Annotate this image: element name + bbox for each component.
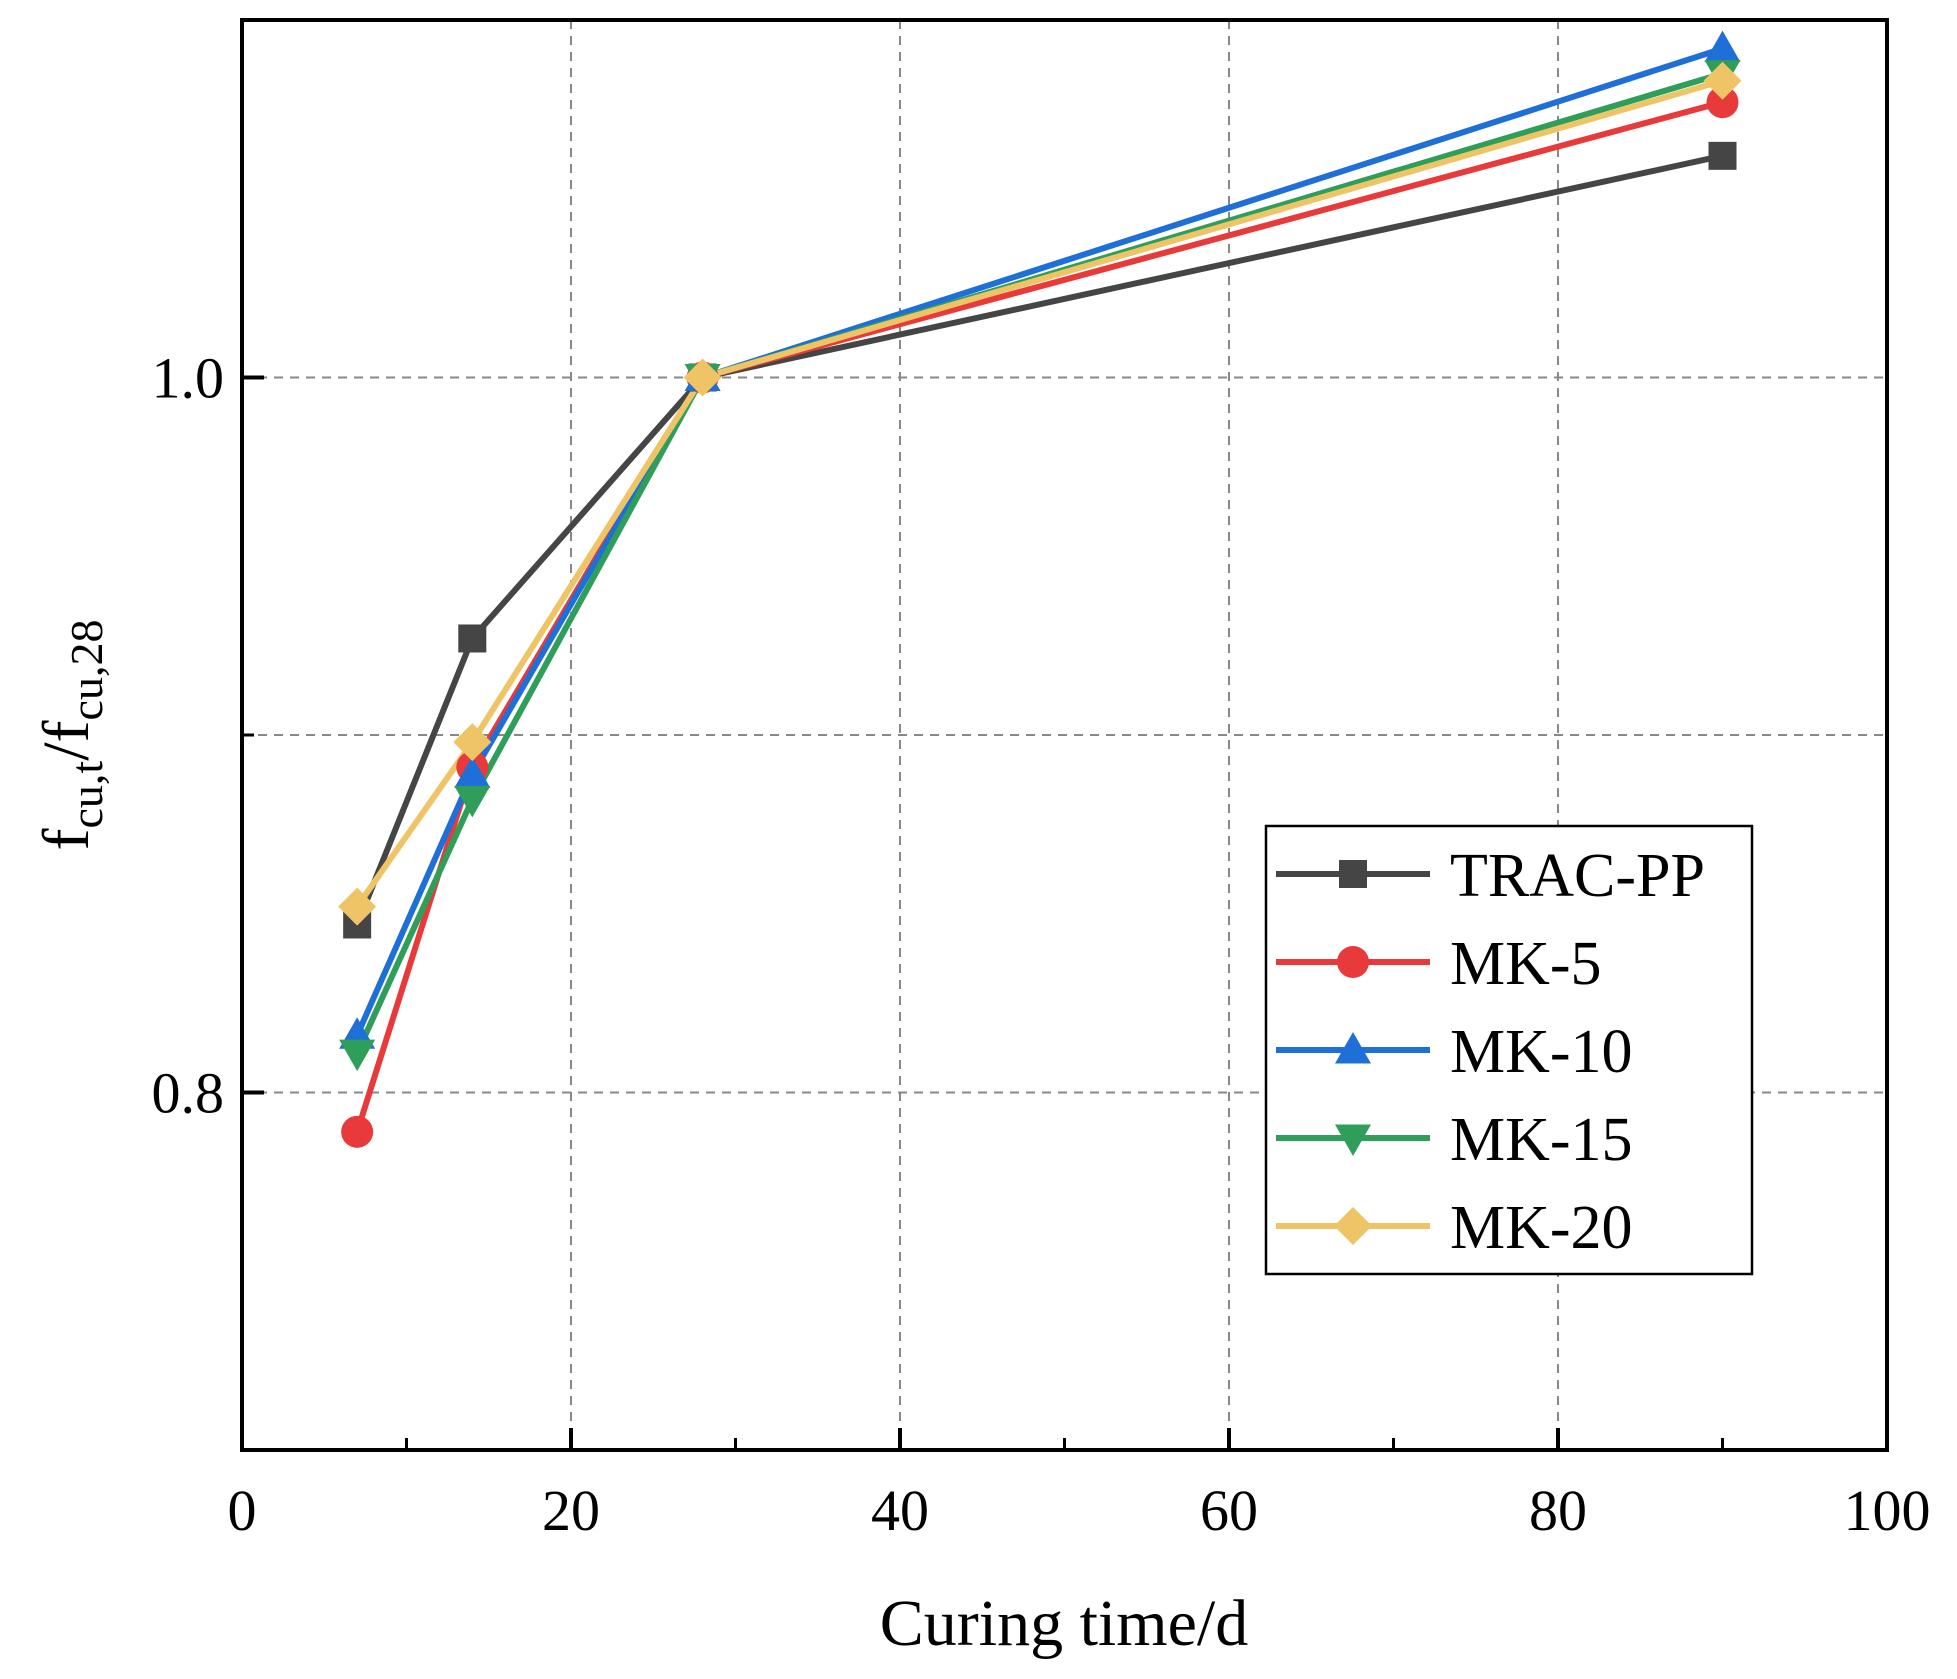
data-point-mk-20 [338,887,377,926]
data-point-mk-15 [339,1039,376,1072]
legend: TRAC-PP MK-5 MK-10 MK-15 MK-20 [1264,824,1754,1276]
series-layer [338,30,1742,1148]
legend-marker-mk-15 [1335,1124,1371,1156]
data-point-mk-5 [341,1115,374,1148]
legend-label-mk-20: MK-20 [1450,1194,1633,1262]
y-axis-title: fcu,t/fcu,28 [30,620,112,851]
legend-marker-mk-20 [1334,1207,1372,1245]
series-line-trac-pp [354,152,1724,926]
series-line-mk-10 [354,45,1724,1037]
legend-label-mk-15: MK-15 [1450,1106,1633,1174]
x-tick-label: 20 [542,1478,600,1543]
data-point-mk-20 [1703,61,1742,100]
x-tick-label: 40 [871,1478,929,1543]
legend-marker-trac-pp [1339,860,1367,888]
data-point-mk-5 [1706,86,1739,119]
series-line-mk-20 [354,77,1724,909]
x-axis-title: Curing time/d [880,1587,1248,1660]
x-tick-label: 0 [228,1478,257,1543]
data-point-mk-20 [683,358,722,397]
x-tick-label: 60 [1200,1478,1258,1543]
legend-label-mk-10: MK-10 [1450,1018,1633,1086]
data-point-mk-10 [454,756,491,788]
ticks: 0 20 40 60 80 100 0.8 1.0 [152,346,1931,1544]
data-point-mk-15 [454,785,491,818]
legend-label-mk-5: MK-5 [1450,930,1602,998]
x-tick-label: 100 [1844,1478,1931,1543]
series-line-mk-15 [354,70,1724,1055]
y-tick-label: 0.8 [152,1061,225,1126]
legend-marker-mk-10 [1335,1032,1371,1064]
data-point-trac-pp [458,624,487,653]
data-point-mk-10 [1704,30,1741,63]
legend-marker-mk-5 [1337,946,1369,978]
y-tick-label: 1.0 [152,346,225,411]
data-point-mk-20 [453,723,492,762]
x-tick-label: 80 [1529,1478,1587,1543]
legend-label-trac-pp: TRAC-PP [1450,842,1705,910]
data-point-trac-pp [1708,141,1737,170]
